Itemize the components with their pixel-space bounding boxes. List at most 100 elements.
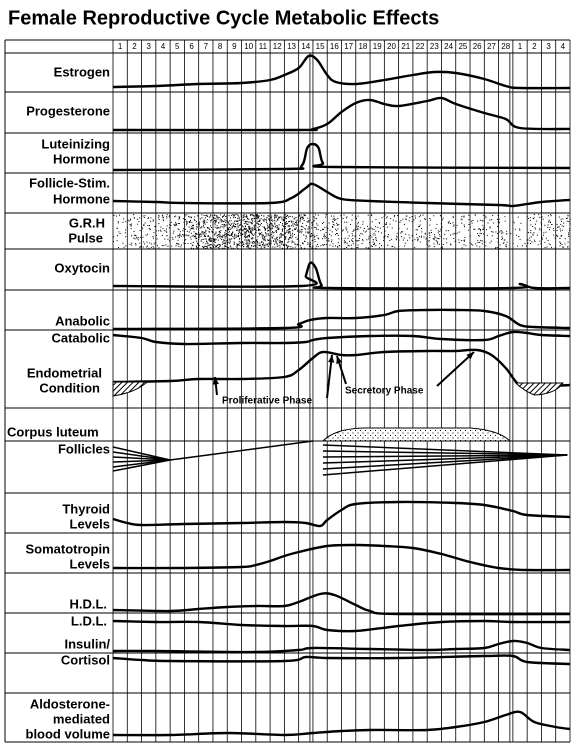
stipple-dot: [558, 216, 560, 218]
stipple-dot: [233, 215, 234, 217]
stipple-dot: [256, 243, 258, 245]
stipple-dot: [288, 225, 290, 227]
stipple-dot: [237, 214, 239, 216]
stipple-dot: [193, 236, 195, 238]
stipple-dot: [288, 225, 290, 227]
stipple-dot: [361, 242, 363, 244]
row-label: blood volume: [26, 726, 111, 741]
stipple-dot: [290, 235, 292, 237]
stipple-dot: [267, 233, 269, 235]
stipple-dot: [367, 214, 369, 216]
stipple-dot: [260, 241, 262, 243]
stipple-dot: [220, 214, 222, 216]
stipple-dot: [253, 225, 255, 227]
stipple-dot: [253, 217, 255, 219]
stipple-dot: [234, 234, 236, 236]
stipple-dot: [258, 223, 259, 225]
stipple-dot: [165, 230, 167, 232]
stipple-dot: [554, 237, 556, 239]
stipple-dot: [282, 219, 284, 221]
stipple-dot: [133, 237, 135, 239]
stipple-dot: [273, 240, 274, 242]
stipple-dot: [560, 242, 562, 244]
stipple-dot: [192, 234, 194, 236]
stipple-dot: [453, 224, 455, 226]
stipple-dot: [288, 225, 290, 227]
stipple-dot: [122, 221, 124, 223]
stipple-dot: [203, 246, 205, 248]
stipple-dot: [320, 245, 322, 247]
stipple-dot: [289, 237, 290, 238]
stipple-dot: [271, 236, 273, 238]
row-label: Corpus luteum: [7, 424, 99, 439]
stipple-dot: [173, 230, 175, 232]
stipple-dot: [544, 224, 546, 226]
stipple-dot: [150, 243, 152, 245]
stipple-dot: [213, 239, 215, 241]
curve: [112, 330, 571, 346]
stipple-dot: [252, 237, 254, 239]
stipple-dot: [259, 219, 261, 221]
stipple-dot: [149, 228, 151, 230]
stipple-dot: [490, 240, 492, 242]
stipple-dot: [400, 232, 402, 234]
stipple-dot: [533, 214, 535, 215]
stipple-dot: [247, 236, 249, 238]
day-label: 19: [373, 42, 382, 51]
stipple-dot: [195, 226, 197, 228]
stipple-dot: [265, 232, 266, 234]
stipple-dot: [277, 228, 279, 230]
stipple-dot: [453, 232, 455, 234]
stipple-dot: [415, 217, 416, 219]
stipple-dot: [138, 221, 140, 222]
stipple-dot: [190, 220, 191, 221]
stipple-dot: [232, 231, 234, 233]
stipple-dot: [174, 225, 176, 227]
stipple-dot: [295, 227, 297, 229]
stipple-dot: [256, 239, 258, 241]
stipple-dot: [384, 235, 386, 237]
stipple-dot: [491, 219, 493, 221]
stipple-dot: [233, 247, 235, 249]
stipple-dot: [295, 222, 296, 223]
row-label: G.R.H: [69, 215, 105, 230]
stipple-dot: [163, 217, 165, 219]
stipple-dot: [243, 243, 245, 245]
stipple-dot: [229, 242, 231, 244]
stipple-dot: [300, 247, 302, 249]
day-label: 28: [501, 42, 510, 51]
stipple-dot: [482, 225, 484, 227]
stipple-dot: [497, 247, 499, 249]
stipple-dot: [471, 243, 472, 245]
stipple-dot: [257, 226, 259, 228]
stipple-dot: [259, 245, 261, 247]
stipple-dot: [219, 232, 221, 234]
stipple-dot: [379, 227, 381, 229]
stipple-dot: [263, 220, 265, 221]
stipple-dot: [567, 217, 569, 219]
stipple-dot: [250, 237, 252, 239]
stipple-dot: [239, 229, 241, 231]
stipple-dot: [496, 218, 498, 220]
stipple-dot: [205, 229, 207, 231]
stipple-dot: [475, 243, 477, 245]
stipple-dot: [560, 218, 562, 220]
stipple-dot: [240, 222, 242, 224]
stipple-dot: [239, 224, 241, 226]
stipple-dot: [245, 220, 247, 222]
stipple-dot: [129, 243, 131, 245]
stipple-dot: [314, 227, 316, 228]
stipple-dot: [148, 216, 150, 218]
stipple-dot: [266, 220, 268, 222]
stipple-dot: [357, 247, 359, 249]
stipple-dot: [193, 219, 195, 221]
stipple-dot: [207, 227, 209, 229]
stipple-dot: [183, 235, 185, 237]
stipple-dot: [533, 232, 535, 234]
stipple-dot: [235, 220, 237, 222]
stipple-dot: [245, 228, 247, 230]
curve: [112, 96, 571, 132]
stipple-dot: [248, 235, 250, 237]
stipple-dot: [125, 245, 127, 247]
day-label: 21: [401, 42, 410, 51]
